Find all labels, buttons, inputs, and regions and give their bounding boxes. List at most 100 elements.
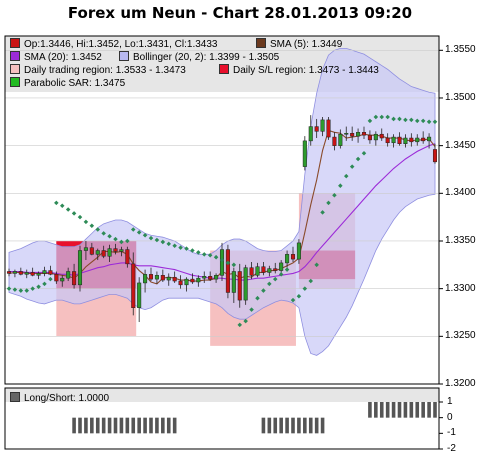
candle-body — [72, 271, 77, 286]
candle-body — [60, 277, 65, 282]
y-tick-label: 1.3450 — [445, 139, 476, 151]
sar-dot — [243, 318, 248, 324]
y-tick-label: 1.3300 — [445, 282, 476, 294]
long-short-bar — [403, 402, 408, 418]
sar-dot — [125, 238, 130, 244]
lower-y-tick-label: -1 — [447, 427, 456, 439]
candle-body — [279, 262, 284, 271]
sar-dot — [349, 164, 355, 169]
candle-body — [261, 266, 266, 273]
long-short-bar — [433, 402, 437, 418]
candle-body — [66, 271, 71, 279]
candle-body — [367, 134, 372, 141]
candle-body — [172, 276, 177, 282]
long-short-bar — [172, 417, 177, 434]
candle-body — [432, 149, 438, 163]
long-short-bar — [166, 417, 171, 434]
candle-body — [427, 136, 432, 142]
candle-body — [12, 271, 17, 274]
long-short-bar — [125, 417, 130, 434]
long-short-bar — [374, 402, 378, 418]
sar-dot — [367, 118, 373, 124]
candle-body — [267, 268, 272, 273]
sar-dot — [338, 183, 343, 188]
candle-body — [196, 277, 201, 283]
candle-body — [42, 270, 47, 274]
sar-dot — [225, 260, 231, 266]
candle-body — [225, 249, 230, 293]
candle-body — [89, 247, 94, 255]
long-short-bar — [113, 417, 118, 434]
candle-body — [178, 280, 183, 286]
legend-ohlc: Op:1.3446, Hi:1.3452, Lo:1.3431, Cl:1.34… — [10, 38, 217, 51]
long-short-bar — [155, 417, 159, 434]
legend-swatch — [219, 64, 229, 74]
candle-body — [326, 119, 331, 138]
long-short-bar — [119, 417, 124, 434]
candle-body — [391, 136, 396, 144]
candle-body — [190, 278, 195, 283]
legend-swatch — [10, 38, 20, 48]
lower-y-tick-label: 0 — [447, 411, 453, 423]
sar-dot — [267, 281, 272, 287]
candle-body — [54, 274, 59, 282]
candle-body — [255, 266, 260, 276]
candle-body — [219, 249, 225, 276]
candle-body — [373, 133, 378, 141]
long-short-bar — [95, 417, 100, 434]
candle-body — [202, 276, 207, 279]
lower-frame — [4, 387, 440, 450]
long-short-bar — [421, 402, 425, 418]
candle-body — [131, 263, 136, 308]
candle-body — [166, 276, 171, 281]
legend-sma20: SMA (20): 1.3452 — [10, 51, 102, 64]
y-tick-label: 1.3350 — [445, 234, 476, 246]
long-short-bar — [84, 417, 88, 434]
sar-dot — [119, 239, 124, 245]
sar-dot — [237, 322, 243, 328]
y-tick-label: 1.3400 — [445, 187, 476, 199]
candle-body — [107, 248, 112, 257]
candle-body — [137, 282, 142, 308]
candle-body — [320, 119, 325, 132]
main-frame — [4, 35, 440, 385]
legend-bollinger: Bollinger (20, 2): 1.3399 - 1.3505 — [119, 51, 279, 64]
long-short-bar — [90, 417, 94, 434]
long-short-bar — [267, 417, 272, 434]
sar-dot — [420, 118, 426, 124]
sar-dot — [65, 207, 71, 212]
long-short-bar — [285, 417, 289, 434]
sar-dot — [278, 272, 284, 277]
long-short-bar — [409, 402, 414, 418]
sar-dot — [101, 231, 106, 236]
sar-dot — [89, 223, 95, 228]
y-tick-label: 1.3250 — [445, 330, 476, 342]
long-short-bar — [308, 417, 313, 434]
long-short-bar — [291, 417, 295, 434]
long-short-bar — [415, 402, 420, 418]
long-short-bar — [320, 417, 325, 434]
candle-body — [154, 275, 159, 280]
lower-y-tick-label: 1 — [447, 396, 453, 407]
long-short-bar — [143, 417, 147, 434]
candle-body — [101, 250, 106, 257]
sar-dot — [113, 236, 118, 242]
candle-body — [214, 275, 219, 280]
legend-sma5: SMA (5): 1.3449 — [256, 38, 342, 51]
sar-dot — [36, 284, 41, 290]
legend-swatch — [10, 392, 20, 402]
sar-dot — [255, 295, 260, 301]
legend-swatch — [10, 77, 20, 87]
long-short-bar — [78, 417, 82, 434]
sar-dot — [272, 276, 278, 282]
long-short-bar — [314, 417, 319, 434]
candle-body — [403, 137, 408, 144]
long-short-bar — [101, 417, 106, 434]
candle-body — [409, 137, 414, 143]
y-tick-label: 1.3550 — [445, 44, 476, 56]
candle-body — [113, 248, 118, 252]
sar-dot — [355, 156, 361, 162]
long-short-bar — [379, 402, 384, 418]
sar-dot — [284, 267, 290, 272]
